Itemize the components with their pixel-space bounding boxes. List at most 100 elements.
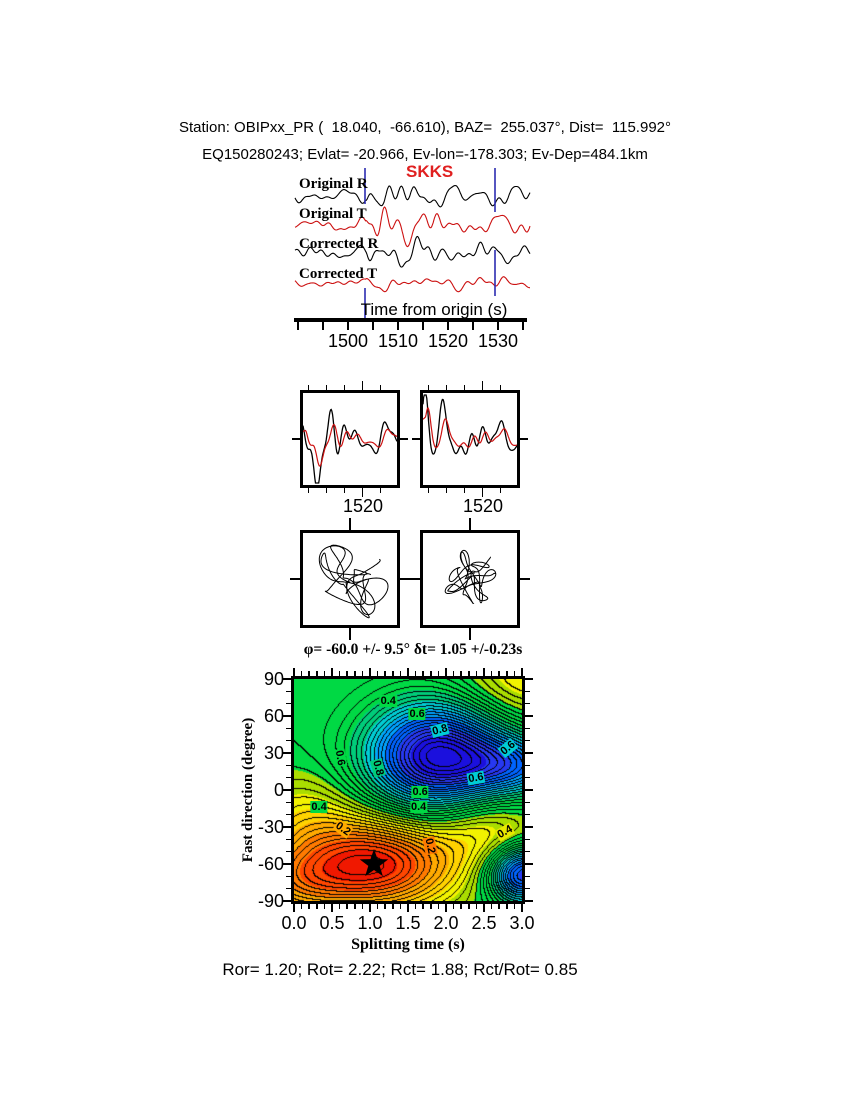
contour-x-tick-label: 0.5: [319, 913, 345, 933]
contour-y-tick: [286, 850, 291, 853]
contour-y-tick: [286, 776, 291, 779]
contour-y-tick-label: 30: [263, 743, 284, 763]
contour-x-tick: [399, 904, 402, 909]
overlay-tick: [343, 385, 346, 390]
contour-x-tick: [445, 904, 447, 912]
overlay-tick: [445, 385, 448, 390]
contour-x-tick: [316, 671, 318, 676]
trace-label-corrected-r: Corrected R: [299, 236, 379, 252]
overlay-tick: [361, 488, 364, 497]
overlay-tick: [499, 385, 502, 390]
contour-y-tick: [286, 875, 291, 878]
result-ratios-line: Ror= 1.20; Rot= 2.22; Rct= 1.88; Rct/Rot…: [222, 960, 578, 979]
contour-y-tick: [525, 739, 530, 742]
overlay-tick: [379, 385, 382, 390]
contour-x-tick: [376, 904, 379, 909]
time-axis-line: [294, 318, 527, 322]
time-tick-label: 1520: [427, 331, 469, 351]
contour-x-tick: [293, 904, 295, 912]
contour-x-tick: [308, 671, 310, 676]
contour-y-tick: [525, 776, 530, 779]
contour-y-tick: [525, 764, 530, 767]
overlay-panel-left: [300, 390, 400, 488]
contour-x-tick: [483, 904, 485, 912]
contour-y-tick: [525, 690, 530, 693]
trace-corrected-r: [294, 235, 531, 268]
time-axis-title: Time from origin (s): [360, 300, 508, 319]
contour-frame: [291, 676, 525, 904]
overlay-tick: [325, 488, 328, 493]
contour-x-tick-label: 1.5: [395, 913, 421, 933]
contour-y-tick: [525, 789, 533, 791]
overlay-tick: [481, 381, 484, 390]
pm-tick: [410, 578, 420, 580]
overlay-panel-right: [420, 390, 520, 488]
contour-y-tick: [525, 887, 530, 890]
pm-tick: [349, 628, 351, 640]
contour-y-tick: [286, 727, 291, 730]
contour-level-label: 0.4: [409, 801, 428, 814]
time-tick-label: 1530: [477, 331, 519, 351]
contour-y-tick: [525, 863, 533, 865]
contour-y-tick: [525, 702, 530, 705]
overlay-tick: [463, 488, 466, 493]
overlay-trace-slow: [302, 423, 398, 467]
overlay-trace-fast: [302, 408, 398, 484]
contour-x-tick: [323, 904, 326, 909]
contour-y-tick: [286, 764, 291, 767]
contour-x-axis-label: Splitting time (s): [351, 936, 465, 953]
contour-x-tick: [331, 904, 333, 912]
pm-tick: [469, 518, 471, 530]
contour-x-tick: [384, 671, 386, 676]
contour-y-tick-label: 60: [263, 706, 284, 726]
time-axis-tick: [497, 322, 499, 330]
overlay-trace-fast: [422, 394, 518, 456]
contour-x-tick: [437, 904, 440, 909]
time-axis-tick: [472, 322, 474, 330]
time-axis-tick: [522, 322, 524, 330]
contour-y-tick: [283, 826, 291, 828]
event-info-line: EQ150280243; Evlat= -20.966, Ev-lon=-178…: [202, 146, 648, 163]
contour-x-tick-label: 0.0: [281, 913, 307, 933]
contour-x-tick: [300, 671, 303, 676]
contour-y-tick: [286, 838, 291, 841]
time-tick-label: 1500: [327, 331, 369, 351]
time-axis-tick: [447, 322, 449, 330]
energy-contour-map: [294, 679, 522, 901]
contour-x-tick-label: 3.0: [509, 913, 535, 933]
overlay-tick: [325, 385, 328, 390]
contour-y-tick: [525, 875, 530, 878]
contour-x-tick: [506, 671, 508, 676]
contour-y-tick: [286, 702, 291, 705]
contour-level-label: 0.6: [466, 770, 486, 786]
contour-x-tick: [338, 671, 341, 676]
pm-tick: [520, 578, 530, 580]
overlay-tick: [481, 488, 484, 497]
trace-original-t: [294, 206, 531, 248]
contour-x-tick: [506, 904, 508, 909]
splitting-result-title: φ= -60.0 +/- 9.5° δt= 1.05 +/-0.23s: [303, 641, 523, 658]
particle-motion-panel-right: [420, 530, 520, 628]
contour-x-tick: [354, 671, 356, 676]
contour-x-tick: [300, 904, 303, 909]
contour-y-tick: [525, 900, 533, 902]
time-axis-tick: [322, 322, 324, 330]
pm-tick: [400, 578, 410, 580]
contour-x-tick: [437, 671, 440, 676]
time-tick-label: 1510: [377, 331, 419, 351]
contour-y-tick-label: 0: [273, 780, 284, 800]
contour-x-tick: [392, 904, 394, 909]
contour-x-tick: [346, 671, 348, 676]
contour-y-tick: [525, 727, 530, 730]
contour-x-tick: [430, 904, 432, 909]
overlay-tick: [427, 488, 430, 493]
contour-x-tick: [293, 668, 295, 676]
time-axis-tick: [297, 322, 299, 330]
contour-x-tick: [475, 904, 478, 909]
contour-x-tick: [369, 668, 371, 676]
contour-y-tick: [286, 739, 291, 742]
contour-x-tick: [422, 671, 424, 676]
pm-tick: [290, 578, 300, 580]
contour-x-tick: [316, 904, 318, 909]
contour-x-tick: [490, 671, 493, 676]
